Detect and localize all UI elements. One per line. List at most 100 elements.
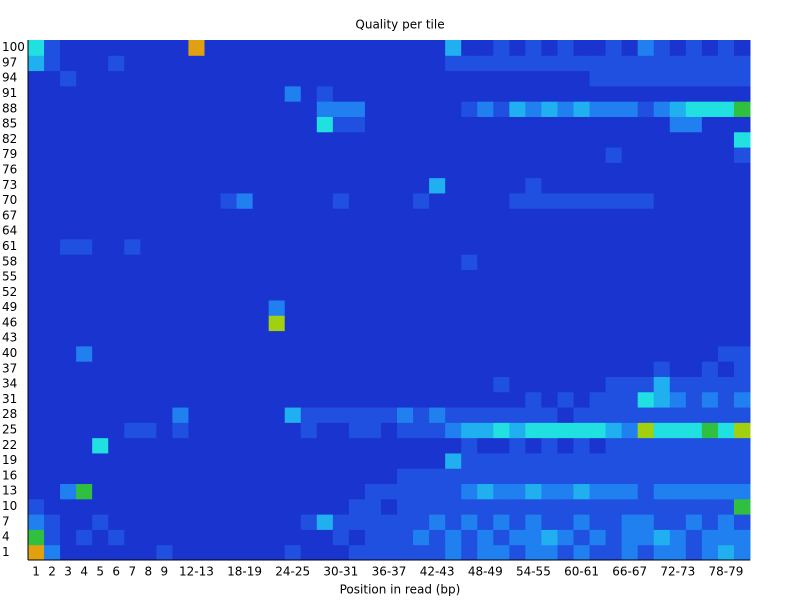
heatmap-cell	[685, 192, 703, 209]
heatmap-cell	[380, 498, 398, 515]
heatmap-cell	[557, 131, 575, 148]
heatmap-cell	[140, 468, 157, 485]
heatmap-cell	[316, 192, 334, 209]
heatmap-cell	[637, 284, 655, 301]
heatmap-cell	[140, 498, 157, 515]
heatmap-cell	[461, 101, 478, 117]
heatmap-cell	[92, 422, 109, 439]
heatmap-cell	[397, 269, 414, 286]
heatmap-cell	[461, 40, 478, 56]
heatmap-cell	[509, 238, 526, 255]
heatmap-cell	[701, 223, 719, 240]
y-tick-label: 61	[2, 239, 17, 253]
heatmap-cell	[268, 223, 286, 240]
heatmap-cell	[284, 315, 302, 332]
heatmap-cell	[268, 391, 286, 408]
heatmap-cell	[124, 407, 141, 423]
heatmap-cell	[236, 40, 254, 56]
heatmap-cell	[108, 162, 125, 179]
heatmap-cell	[284, 361, 302, 377]
heatmap-cell	[332, 468, 350, 485]
heatmap-cell	[236, 116, 254, 133]
heatmap-cell	[445, 269, 462, 286]
heatmap-cell	[733, 131, 751, 148]
heatmap-cell	[124, 468, 141, 485]
heatmap-cell	[653, 391, 671, 408]
heatmap-cell	[28, 147, 45, 163]
x-tick-label: 12-13	[179, 565, 214, 579]
heatmap-cell	[653, 315, 671, 332]
heatmap-cell	[156, 468, 173, 485]
heatmap-cell	[28, 407, 45, 423]
heatmap-cell	[284, 208, 302, 225]
heatmap-cell	[252, 330, 270, 347]
heatmap-cell	[525, 116, 542, 133]
heatmap-cell	[44, 422, 61, 439]
heatmap-cell	[348, 361, 366, 377]
heatmap-cell	[429, 529, 446, 546]
heatmap-cell	[669, 483, 687, 500]
heatmap-cell	[44, 437, 61, 454]
x-tick-label: 7	[128, 565, 136, 579]
heatmap-cell	[236, 391, 254, 408]
heatmap-cell	[685, 452, 703, 469]
heatmap-cell	[300, 55, 318, 72]
heatmap-cell	[236, 177, 254, 194]
heatmap-cell	[124, 208, 141, 225]
heatmap-cell	[60, 55, 77, 72]
heatmap-cell	[140, 284, 157, 301]
heatmap-cell	[525, 422, 542, 439]
heatmap-cell	[701, 208, 719, 225]
heatmap-cell	[717, 254, 735, 270]
heatmap-cell	[76, 514, 93, 530]
heatmap-cell	[28, 300, 45, 316]
heatmap-cell	[717, 437, 735, 454]
heatmap-cell	[589, 422, 607, 439]
heatmap-cell	[525, 269, 542, 286]
heatmap-cell	[76, 55, 93, 72]
y-tick-label: 91	[2, 86, 17, 100]
heatmap-cell	[188, 70, 205, 87]
heatmap-cell	[220, 101, 238, 117]
heatmap-cell	[156, 131, 173, 148]
heatmap-cell	[525, 468, 542, 485]
heatmap-cell	[124, 437, 141, 454]
heatmap-cell	[252, 407, 270, 423]
y-tick-label: 73	[2, 178, 17, 192]
heatmap-cell	[477, 376, 494, 393]
heatmap-cell	[717, 208, 735, 225]
heatmap-cell	[605, 116, 623, 133]
heatmap-cell	[669, 514, 687, 530]
heatmap-cell	[413, 70, 430, 87]
heatmap-cell	[621, 223, 639, 240]
heatmap-cell	[108, 391, 125, 408]
heatmap-cell	[108, 361, 125, 377]
heatmap-cell	[413, 147, 430, 163]
y-tick-label: 100	[2, 40, 25, 54]
heatmap-cell	[364, 361, 382, 377]
heatmap-cell	[525, 361, 542, 377]
heatmap-cell	[557, 85, 575, 102]
heatmap-cell	[188, 345, 205, 362]
heatmap-cell	[525, 315, 542, 332]
heatmap-cell	[220, 330, 238, 347]
heatmap-cell	[108, 131, 125, 148]
heatmap-cell	[429, 269, 446, 286]
heatmap-cell	[76, 315, 93, 332]
heatmap-cell	[621, 70, 639, 87]
heatmap-cell	[140, 70, 157, 87]
heatmap-cell	[653, 437, 671, 454]
heatmap-cell	[701, 85, 719, 102]
heatmap-cell	[685, 391, 703, 408]
heatmap-cell	[252, 192, 270, 209]
heatmap-cell	[429, 147, 446, 163]
heatmap-cell	[108, 147, 125, 163]
heatmap-cell	[733, 85, 751, 102]
heatmap-cell	[621, 208, 639, 225]
heatmap-cell	[188, 376, 205, 393]
x-tick-label: 2	[48, 565, 56, 579]
heatmap-cell	[108, 498, 125, 515]
heatmap-cell	[76, 391, 93, 408]
heatmap-cell	[605, 147, 623, 163]
heatmap-cell	[557, 330, 575, 347]
